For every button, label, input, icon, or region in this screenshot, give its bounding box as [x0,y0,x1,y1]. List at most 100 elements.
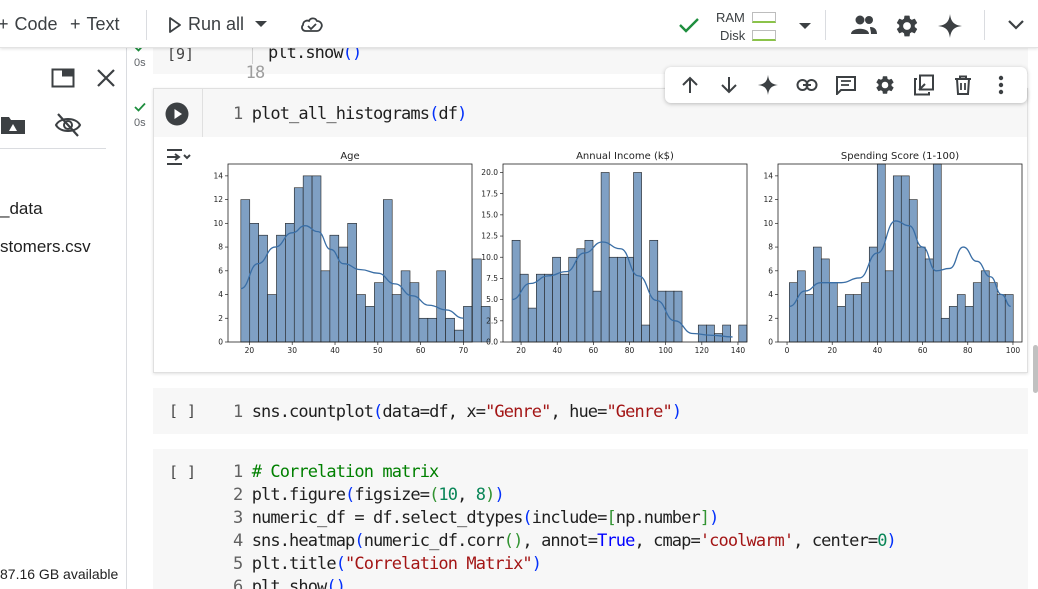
share-people-button[interactable] [850,14,878,36]
resource-monitor[interactable]: RAM Disk [716,8,786,43]
histogram-bar [536,273,545,343]
code-token: sns.heatmap [251,531,356,551]
histogram-bar [293,187,304,343]
delete-cell-button[interactable] [951,73,975,97]
histogram-bar [844,294,854,343]
histogram-bar [285,223,295,343]
code-line[interactable]: 6 plt.show() [233,577,346,589]
file-tree-item-csv[interactable]: stomers.csv [0,237,91,256]
link-to-cell-button[interactable] [795,73,819,97]
histogram-bar [320,270,331,343]
histogram-bar [617,256,626,343]
line-number: 2 [233,485,243,505]
notebook-scrollbar[interactable] [1033,345,1038,393]
cell-exec-count: [ ] [169,463,197,481]
toggle-hidden-files-button[interactable] [54,112,82,138]
run-all-button[interactable]: Run all [168,14,244,35]
add-code-button[interactable]: + Code [0,14,58,35]
cell-exec-count: [ ] [169,402,197,420]
sidebar-divider [0,148,106,149]
code-line[interactable]: plt.show() [268,43,362,63]
cloud-save-button[interactable] [300,14,324,36]
x-tick-label: 70 [459,346,469,355]
run-all-dropdown[interactable] [254,20,268,28]
histogram-bar [311,175,322,343]
code-cell-countplot[interactable] [153,388,1028,434]
move-cell-up-button[interactable] [678,73,702,97]
more-actions-button[interactable] [989,73,1013,97]
code-token: ( [354,531,364,551]
comment-button[interactable] [834,73,858,97]
indent-guide [252,42,253,64]
settings-button[interactable] [894,13,920,39]
code-token: , cmap= [634,531,700,551]
y-tick-label: 7.5 [486,274,498,283]
kde-line [789,220,1011,308]
code-token: ( [373,402,383,422]
histogram-bar [900,175,910,343]
code-token: , [457,485,476,505]
more-vert-icon [999,75,1004,95]
file-tree-item-folder[interactable]: _data [0,199,43,218]
code-line[interactable]: 3 numeric_df = df.select_dtypes(include=… [233,508,719,528]
open-in-tab-button[interactable] [51,68,75,88]
plus-icon: + [70,14,81,34]
histogram-bar [796,270,806,343]
move-cell-down-button[interactable] [717,73,741,97]
code-line[interactable]: 1 sns.countplot(data=df, x="Genre", hue=… [233,402,682,422]
histogram-bar [258,234,268,343]
sparkle-icon [938,14,962,38]
run-cell-button[interactable] [165,102,189,126]
code-token: 'coolwarm' [699,531,794,551]
histogram-bar [916,246,926,343]
code-token: "Correlation Matrix" [345,554,533,574]
play-icon [169,16,181,33]
cell-settings-button[interactable] [873,73,897,97]
chart-title: Age [340,151,359,162]
mount-drive-button[interactable] [0,114,26,136]
chevron-down-icon [1008,20,1024,30]
disk-label: Disk [720,28,746,43]
chart-title: Annual Income (k$) [576,151,674,162]
code-token: , hue= [550,402,607,422]
code-token: ) [494,485,504,505]
code-token: sns.countplot [251,402,374,422]
gemini-cell-button[interactable] [756,73,780,97]
add-text-button[interactable]: + Text [70,14,120,35]
collapse-header-button[interactable] [1007,19,1025,30]
histogram-bar [988,282,998,343]
y-tick-label: 6 [218,266,223,275]
line-number: 6 [233,577,243,589]
y-tick-label: 2 [218,314,223,323]
code-token: include= [531,508,608,528]
histogram-bar [633,172,642,343]
y-tick-label: 0.0 [486,338,498,347]
code-token: ) [485,485,495,505]
line-number: 1 [233,104,243,124]
histogram-bar [600,172,610,343]
x-tick-label: 20 [245,346,255,355]
code-line[interactable]: 1 plot_all_histograms(df) [233,104,467,124]
output-toggle-button[interactable] [166,147,192,169]
output-collapse-icon [167,149,191,165]
code-cell-correlation[interactable] [153,449,1028,589]
code-line[interactable]: 5 plt.title("Correlation Matrix") [233,554,542,574]
code-token: True [597,531,635,551]
histogram-bar [641,324,650,343]
code-token: data=df, x= [382,402,486,422]
histogram-bar [964,306,974,343]
close-panel-button[interactable] [96,68,116,88]
gemini-button[interactable] [937,13,963,39]
mirror-cell-button[interactable] [912,73,936,97]
plot-frame [777,163,1023,343]
code-line[interactable]: 2 plt.figure(figsize=(10, 8)) [233,485,505,505]
x-tick-label: 100 [659,346,674,355]
code-token: [ [606,508,616,528]
code-token: numeric_df = df.select_dtypes [251,508,524,528]
runtime-dropdown[interactable] [798,22,812,30]
code-line[interactable]: 4 sns.heatmap(numeric_df.corr(), annot=T… [233,531,897,551]
code-line[interactable]: 1 # Correlation matrix [233,462,439,482]
histogram-bar [673,290,683,343]
code-token: ( [522,508,532,528]
histogram-bar [828,282,838,343]
